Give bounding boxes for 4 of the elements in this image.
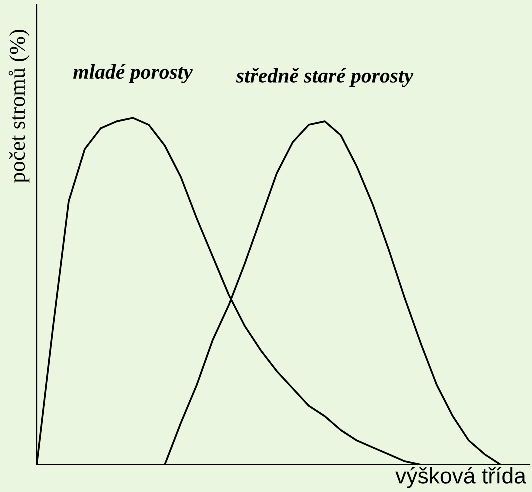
text: mladé porosty — [74, 64, 193, 84]
text: středně staré porosty — [236, 68, 414, 88]
x-axis-title: výšková třída — [396, 467, 526, 488]
y-axis-title: počet stromů (%) — [8, 30, 30, 183]
